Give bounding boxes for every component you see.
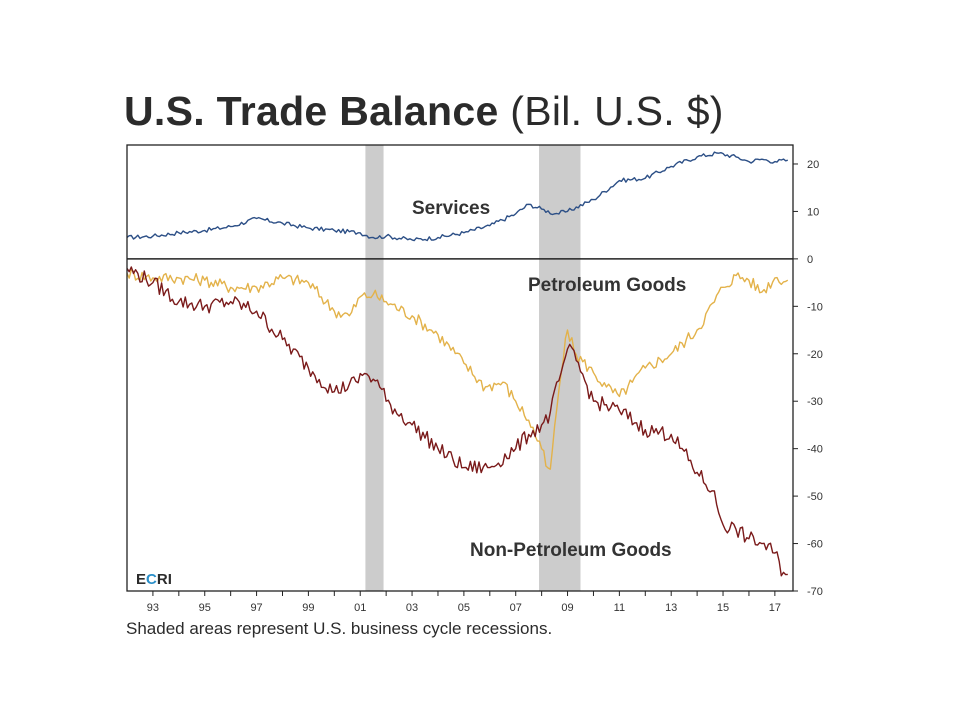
recession-caption: Shaded areas represent U.S. business cyc…: [126, 619, 553, 638]
y-tick-label: -10: [807, 301, 823, 313]
label-non-petroleum-goods: Non-Petroleum Goods: [470, 540, 672, 561]
y-tick-label: -60: [807, 539, 823, 551]
x-tick-label: 93: [147, 602, 159, 614]
logo-letter-e: E: [136, 571, 146, 588]
x-tick-label: 15: [717, 602, 729, 614]
series-line-non-petroleum-goods: [126, 266, 788, 577]
x-tick-label: 03: [406, 602, 418, 614]
x-tick-label: 01: [354, 602, 366, 614]
y-tick-label: 0: [807, 254, 813, 266]
x-tick-label: 95: [199, 602, 211, 614]
y-tick-label: -50: [807, 491, 823, 503]
y-tick-label: 20: [807, 159, 819, 171]
y-tick-label: -40: [807, 444, 823, 456]
series-line-petroleum-goods: [126, 269, 789, 470]
x-tick-label: 99: [302, 602, 314, 614]
ecri-logo: ECRI: [136, 571, 172, 588]
plot-frame: [126, 144, 794, 592]
y-tick-label: -20: [807, 349, 823, 361]
recession-band-1: [365, 145, 384, 591]
y-tick-label: -30: [807, 396, 823, 408]
x-tick-label: 97: [250, 602, 262, 614]
x-tick-label: 09: [561, 602, 573, 614]
x-tick-label: 13: [665, 602, 677, 614]
series-lines: [126, 151, 789, 577]
chart-title-main: U.S. Trade Balance: [124, 88, 499, 134]
series-line-services: [126, 151, 788, 242]
y-tick-label: -70: [807, 586, 823, 598]
chart-title: U.S. Trade Balance (Bil. U.S. $): [124, 88, 724, 135]
x-axis: 93 95 97 99 01 03 05 07 09 11 13 15 17: [147, 591, 781, 614]
label-petroleum-goods: Petroleum Goods: [528, 275, 686, 296]
recession-band-2: [539, 145, 581, 591]
y-axis: 20 10 0 -10 -20 -30 -40 -50 -60 -70: [793, 159, 823, 598]
label-services: Services: [412, 198, 490, 219]
logo-letters-ri: RI: [157, 571, 172, 588]
logo-letter-c: C: [146, 571, 157, 588]
x-tick-label: 11: [614, 602, 625, 614]
recession-shading: [365, 145, 581, 591]
x-tick-label: 07: [510, 602, 522, 614]
y-tick-label: 10: [807, 206, 819, 218]
x-tick-label: 17: [769, 602, 781, 614]
x-tick-label: 05: [458, 602, 470, 614]
chart-title-units: (Bil. U.S. $): [510, 88, 724, 134]
